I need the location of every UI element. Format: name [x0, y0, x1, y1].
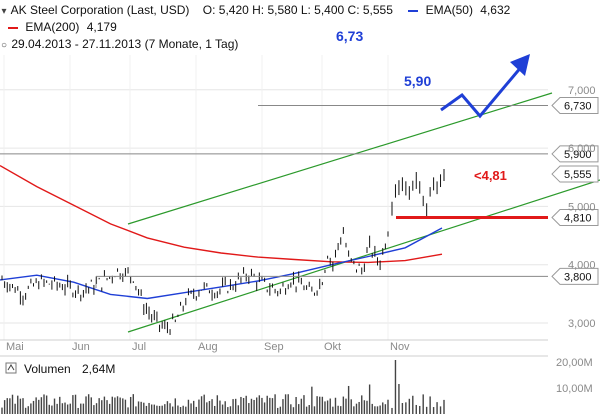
volume-toggle-icon [5, 362, 17, 374]
level-4810-label: 4,810 [564, 212, 592, 224]
x-tick-label: Sep [264, 341, 284, 353]
level-6730-label: 6,730 [564, 101, 592, 113]
ema200-line [0, 164, 443, 264]
settings-toggle-icon[interactable]: ○ [0, 40, 8, 51]
volume-toggle-glyph [7, 364, 15, 371]
ema200-legend-swatch [8, 26, 18, 29]
level-5900-box [551, 145, 599, 163]
level-6730-box [551, 97, 599, 115]
ema200-series [0, 164, 443, 264]
price-series [1, 168, 445, 335]
price-levels: 6,73 5,90 <4,81 6,730 5,900 5,555 4,810 3,800 [0, 28, 599, 289]
ema50-value: 4,632 [480, 3, 511, 17]
instrument-name: AK Steel Corporation (Last, USD) [10, 3, 190, 17]
period-range: 29.04.2013 - 27.11.2013 (7 Monate, 1 Tag… [11, 37, 239, 51]
axes: 3,000 4,000 5,000 6,000 7,000 Mai Jun Jul Aug Sep… [0, 85, 596, 353]
x-tick-label: Jun [72, 341, 90, 353]
trend-channel-upper [127, 92, 553, 225]
volume-tick-label: 20,00M [556, 357, 593, 369]
ema50-legend-swatch [408, 9, 419, 12]
x-tick-label: Nov [390, 341, 410, 353]
x-tick-label: Aug [198, 341, 218, 353]
annotation-673: 6,73 [336, 28, 363, 44]
level-5900-label: 5,900 [564, 149, 592, 161]
level-3800-label: 3,800 [564, 271, 592, 283]
y-tick-label: 7,000 [568, 85, 596, 97]
volume-label: Volumen [24, 362, 71, 376]
x-tick-label: Jul [132, 341, 146, 353]
forecast-arrowhead [510, 54, 530, 76]
level-5555-box [551, 165, 599, 183]
ema200-label: EMA(200) [25, 20, 80, 34]
annotation-590: 5,90 [404, 73, 431, 89]
annotation-481: <4,81 [474, 168, 507, 183]
y-tick-label: 5,000 [568, 201, 596, 213]
x-tick-label: Mai [6, 341, 24, 353]
chevron-down-icon[interactable]: ▾ [1, 6, 7, 17]
ema50-line [0, 227, 443, 300]
ohlc-values: O: 5,420 H: 5,580 L: 5,400 C: 5,555 [202, 3, 393, 17]
chart-gridlines [0, 55, 548, 340]
ema50-label: EMA(50) [425, 3, 473, 17]
volume-last: 2,64M [82, 362, 115, 376]
forecast-arrow [440, 65, 524, 119]
volume-tick-label: 10,00M [556, 383, 593, 395]
trend-channel-lower [127, 179, 600, 333]
y-tick-label: 4,000 [568, 260, 596, 272]
level-3800-box [551, 267, 599, 285]
y-tick-label: 3,000 [568, 318, 596, 330]
x-tick-label: Okt [324, 341, 341, 353]
y-tick-label: 6,000 [568, 143, 596, 155]
ema200-value: 4,179 [86, 20, 117, 34]
volume-bars: Volumen 2,64M 20,00M 10,00M [0, 355, 593, 414]
ema50-series [0, 227, 443, 300]
level-5555-label: 5,555 [564, 169, 592, 181]
level-4810-box [551, 208, 599, 226]
